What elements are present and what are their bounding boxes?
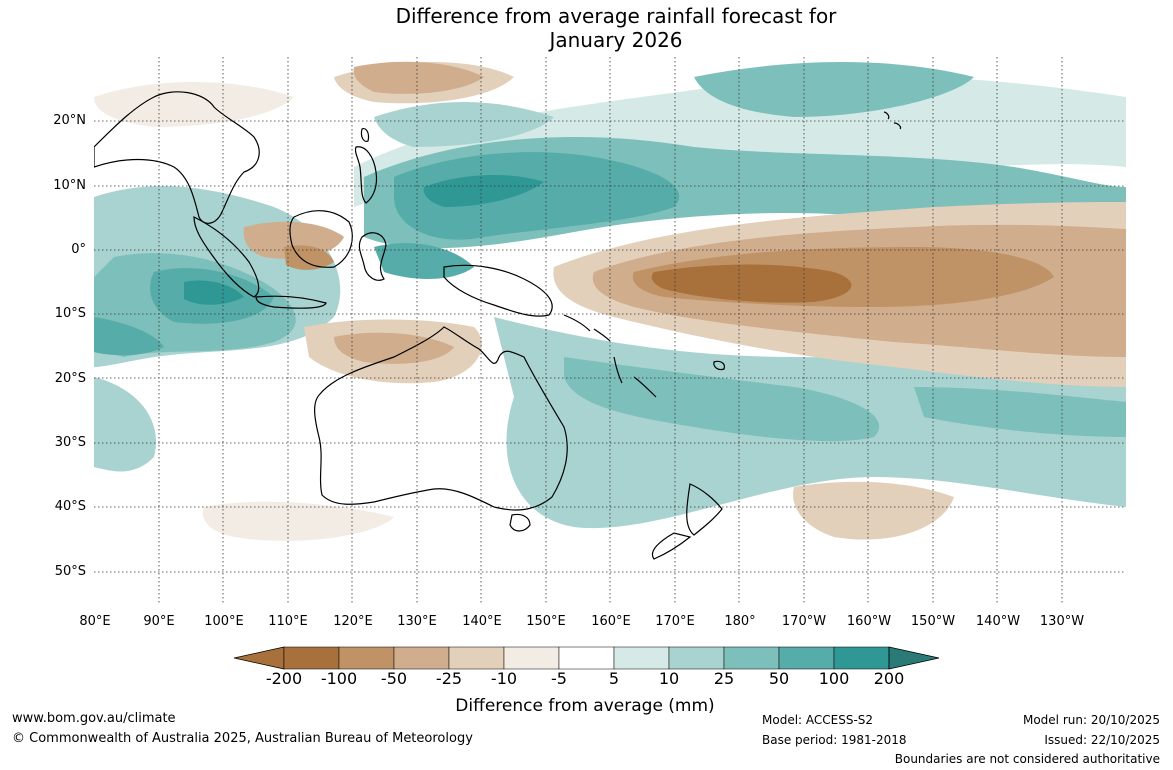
- sulawesi-outline: [358, 232, 387, 281]
- colorbar-arrow-low: [233, 646, 285, 670]
- colorbar-tick: 5: [608, 669, 620, 688]
- lon-label-170w: 170°W: [781, 614, 827, 629]
- copyright-text: © Commonwealth of Australia 2025, Austra…: [12, 731, 473, 746]
- colorbar-tick: 10: [658, 669, 680, 688]
- graticule: [94, 57, 1126, 604]
- lat-label-0: 0°: [71, 242, 86, 257]
- lon-label-110e: 110°E: [268, 614, 308, 629]
- lat-label-10s: 10°S: [54, 306, 86, 321]
- lat-label-20s: 20°S: [54, 371, 86, 386]
- new-zealand-outline: [651, 483, 723, 560]
- lon-label-90e: 90°E: [143, 614, 175, 629]
- rainfall-anomaly-map: [94, 57, 1126, 604]
- colorbar-swatch-10: [778, 646, 835, 670]
- sumatra-outline: [193, 216, 260, 298]
- lon-label-130w: 130°W: [1039, 614, 1085, 629]
- colorbar-tick: 25: [713, 669, 735, 688]
- colorbar-tick: -5: [551, 669, 567, 688]
- map-title: Difference from average rainfall forecas…: [0, 4, 1173, 52]
- se-asia-outline: [94, 91, 260, 224]
- lon-label-180: 180°: [724, 614, 756, 629]
- colorbar-tick: -100: [320, 669, 358, 688]
- coastlines: [94, 91, 902, 560]
- colorbar-swatch-2: [338, 646, 395, 670]
- colorbar-tick: 50: [768, 669, 790, 688]
- wet-anomaly-very-strong: [184, 175, 544, 305]
- vanuatu-outline: [613, 356, 623, 384]
- base-period: Base period: 1981-2018: [762, 733, 907, 747]
- lon-label-120e: 120°E: [333, 614, 373, 629]
- lat-label-50s: 50°S: [54, 564, 86, 579]
- issued-date: Issued: 22/10/2025: [1044, 733, 1160, 747]
- java-outline: [255, 295, 327, 309]
- wet-anomaly-strong: [94, 152, 680, 356]
- colorbar-title: Difference from average (mm): [455, 696, 715, 716]
- colorbar-tick: -50: [380, 669, 408, 688]
- colorbar-swatch-8: [668, 646, 725, 670]
- lat-label-10n: 10°N: [53, 178, 86, 193]
- colorbar-swatch-9: [723, 646, 780, 670]
- hawaii-outline: [883, 111, 902, 130]
- lon-label-160e: 160°E: [591, 614, 631, 629]
- model-run-date: Model run: 20/10/2025: [1022, 713, 1160, 727]
- colorbar-tick: -200: [265, 669, 303, 688]
- borneo-outline: [289, 210, 353, 268]
- fiji-outline: [713, 360, 725, 371]
- colorbar-tick: -25: [435, 669, 463, 688]
- lon-label-150e: 150°E: [526, 614, 566, 629]
- tasmania-outline: [509, 513, 531, 532]
- australia-outline: [314, 326, 568, 511]
- colorbar-tick: 200: [873, 669, 905, 688]
- solomon-islands-outline: [563, 314, 611, 342]
- taiwan-outline: [360, 128, 370, 142]
- colorbar-swatch-5: [503, 646, 560, 670]
- lat-label-20n: 20°N: [53, 113, 86, 128]
- lon-label-160w: 160°W: [846, 614, 892, 629]
- lon-label-100e: 100°E: [204, 614, 244, 629]
- lon-label-170e: 170°E: [655, 614, 695, 629]
- colorbar-swatch-3: [393, 646, 450, 670]
- philippines-outline: [354, 146, 378, 204]
- colorbar-swatch-1: [283, 646, 340, 670]
- lon-label-140e: 140°E: [462, 614, 502, 629]
- colorbar-tick: 100: [818, 669, 850, 688]
- colorbar-svg: [233, 646, 940, 670]
- new-caledonia-outline: [633, 376, 657, 398]
- lon-label-130e: 130°E: [397, 614, 437, 629]
- colorbar-arrow-high: [888, 646, 940, 670]
- lon-label-80e: 80°E: [79, 614, 111, 629]
- dry-anomaly-very-strong: [651, 264, 852, 303]
- colorbar-swatch-7: [613, 646, 670, 670]
- title-line-1: Difference from average rainfall forecas…: [395, 4, 837, 28]
- new-guinea-outline: [443, 264, 553, 317]
- lon-label-140w: 140°W: [975, 614, 1021, 629]
- boundaries-disclaimer: Boundaries are not considered authoritat…: [894, 752, 1160, 766]
- model-name: Model: ACCESS-S2: [762, 713, 874, 727]
- colorbar-swatch-6: [558, 646, 615, 670]
- website-link[interactable]: www.bom.gov.au/climate: [12, 711, 176, 726]
- map-svg: [94, 57, 1126, 604]
- colorbar-swatch-11: [833, 646, 890, 670]
- colorbar-tick: -10: [490, 669, 518, 688]
- colorbar: [233, 646, 940, 674]
- lon-label-150w: 150°W: [910, 614, 956, 629]
- lat-label-40s: 40°S: [54, 499, 86, 514]
- lat-label-30s: 30°S: [54, 435, 86, 450]
- title-line-2: January 2026: [549, 28, 683, 52]
- colorbar-swatch-4: [448, 646, 505, 670]
